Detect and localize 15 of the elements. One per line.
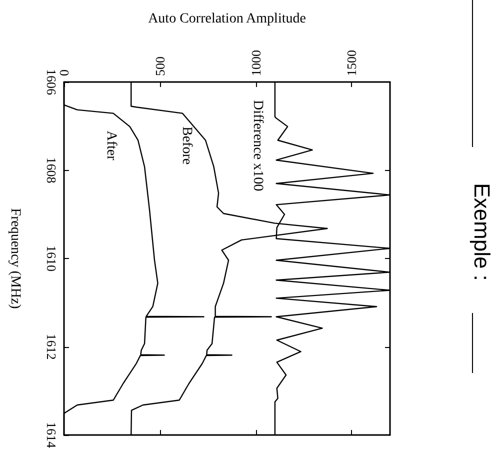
- y-tick-label: 1612: [44, 334, 59, 360]
- x-tick-label: 500: [152, 56, 168, 76]
- y-axis-title: Frequency (MHz): [8, 208, 22, 310]
- text: Difference x100: [250, 100, 265, 192]
- y-tick-label: 1614: [44, 422, 59, 448]
- text: After: [103, 130, 118, 161]
- y-tick-label: 1606: [44, 69, 59, 96]
- y-tick-label: 1610: [44, 246, 59, 272]
- x-tick-label: 1000: [248, 50, 264, 76]
- x-tick-label: 0: [56, 70, 72, 76]
- text: Before: [179, 126, 194, 165]
- text: Exemple :: [470, 183, 494, 281]
- y-tick-label: 1608: [44, 157, 59, 184]
- x-axis-title: Auto Correlation Amplitude: [148, 12, 306, 26]
- x-tick-label: 1500: [344, 50, 360, 76]
